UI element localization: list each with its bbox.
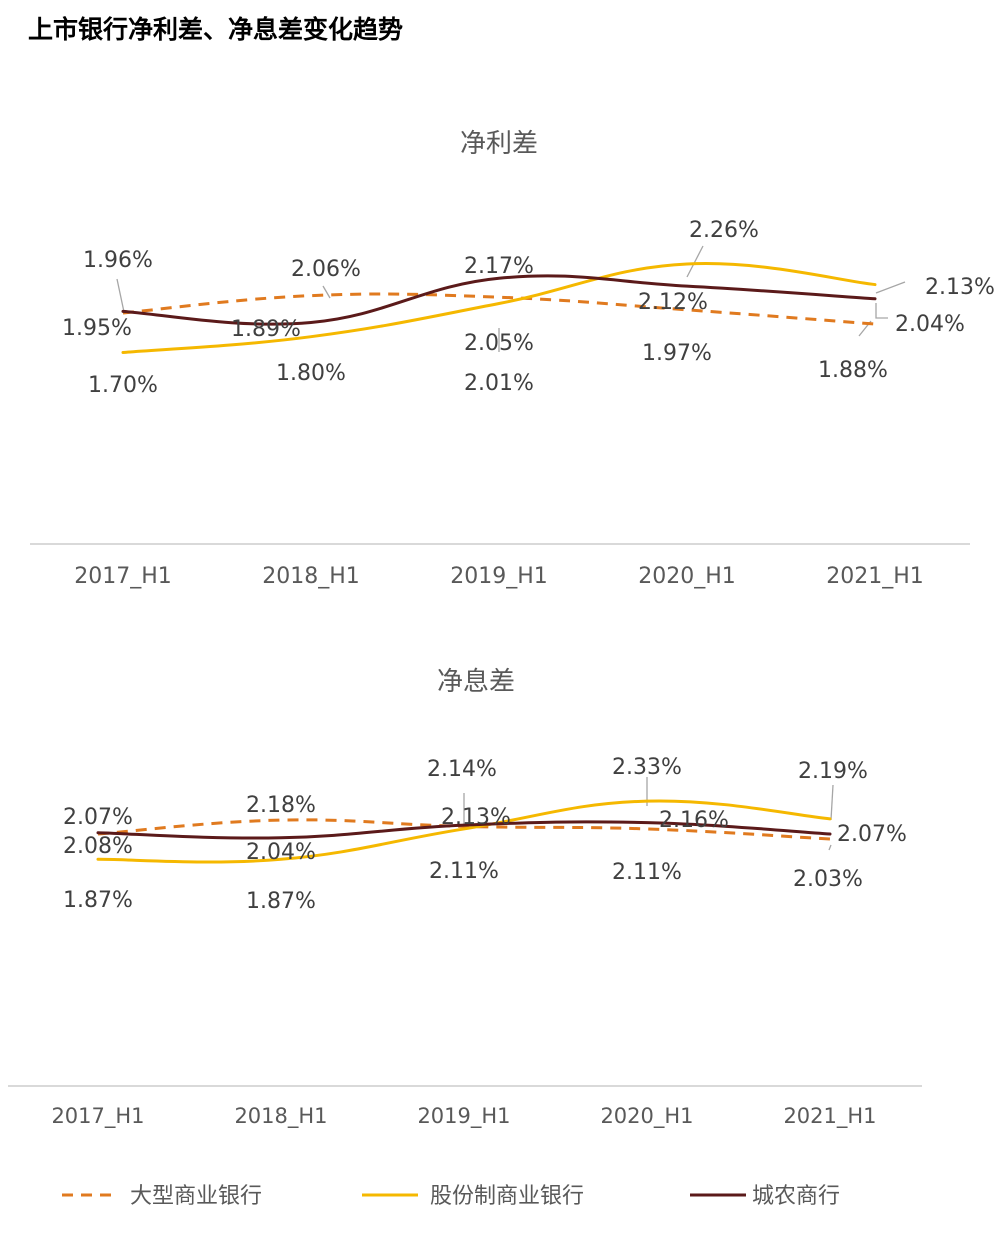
data-label-city: 2.07% — [837, 822, 907, 847]
data-label-city: 1.96% — [83, 248, 153, 273]
data-label-large: 1.97% — [642, 341, 712, 366]
label-leader-line — [828, 844, 832, 851]
chart-1: 净利差 2017_H1 2018_H1 2019_H1 2020_H1 2021_H1 1.… — [30, 129, 995, 589]
data-label-joint: 2.13% — [925, 275, 995, 300]
label-leader-line — [875, 303, 888, 319]
x-tick-label: 2018_H1 — [234, 1104, 327, 1129]
series-line-joint — [96, 799, 832, 864]
data-label-city: 2.12% — [638, 290, 708, 315]
legend-label-joint: 股份制商业银行 — [430, 1184, 584, 1209]
series-line-joint — [121, 262, 877, 354]
data-label-joint: 1.70% — [88, 373, 158, 398]
data-label-city: 1.89% — [231, 317, 301, 342]
data-label-joint: 1.87% — [63, 888, 133, 913]
data-label-joint: 1.87% — [246, 889, 316, 914]
label-leader-line — [116, 278, 125, 313]
data-label-large: 1.95% — [62, 316, 132, 341]
data-label-city: 2.08% — [63, 834, 133, 859]
data-label-joint: 2.26% — [689, 218, 759, 243]
data-label-joint: 2.11% — [429, 859, 499, 884]
data-label-city: 2.16% — [659, 808, 729, 833]
data-label-joint: 2.01% — [464, 371, 534, 396]
data-label-large: 2.03% — [793, 867, 863, 892]
x-tick-label: 2020_H1 — [600, 1104, 693, 1129]
x-tick-label: 2018_H1 — [262, 564, 360, 589]
x-tick-label: 2021_H1 — [826, 564, 924, 589]
x-tick-label: 2019_H1 — [450, 564, 548, 589]
data-label-large: 2.06% — [291, 257, 361, 282]
data-label-large: 2.05% — [464, 331, 534, 356]
series-line-city — [96, 820, 832, 840]
x-tick-label: 2021_H1 — [783, 1104, 876, 1129]
series-line-large — [122, 292, 876, 326]
data-label-joint: 2.19% — [798, 759, 868, 784]
data-label-large: 1.88% — [818, 358, 888, 383]
legend-label-city: 城农商行 — [752, 1184, 840, 1209]
data-label-large: 2.13% — [441, 805, 511, 830]
data-label-city: 2.17% — [464, 254, 534, 279]
legend: 大型商业银行 股份制商业银行 城农商行 — [62, 1184, 840, 1209]
data-label-joint: 1.80% — [276, 361, 346, 386]
label-leader-line — [875, 281, 906, 294]
x-tick-label: 2017_H1 — [51, 1104, 144, 1129]
x-tick-label: 2020_H1 — [638, 564, 736, 589]
legend-label-large: 大型商业银行 — [130, 1184, 262, 1209]
chart-2: 净息差 2017_H1 2018_H1 2019_H1 2020_H1 2021_H1 2.… — [8, 667, 922, 1129]
data-label-city: 2.04% — [246, 840, 316, 865]
chart-title: 净利差 — [460, 129, 538, 159]
data-label-joint: 2.33% — [612, 755, 682, 780]
data-label-city: 2.14% — [427, 757, 497, 782]
x-tick-label: 2019_H1 — [417, 1104, 510, 1129]
chart-title: 净息差 — [437, 667, 515, 697]
label-leader-line — [830, 784, 834, 821]
page-title: 上市银行净利差、净息差变化趋势 — [28, 15, 404, 44]
data-label-large: 2.11% — [612, 860, 682, 885]
label-leader-line — [322, 285, 331, 299]
x-tick-label: 2017_H1 — [74, 564, 172, 589]
data-label-city: 2.04% — [895, 312, 965, 337]
label-leader-line — [686, 245, 704, 278]
data-label-large: 2.07% — [63, 805, 133, 830]
series-line-city — [121, 274, 877, 326]
data-label-large: 2.18% — [246, 793, 316, 818]
